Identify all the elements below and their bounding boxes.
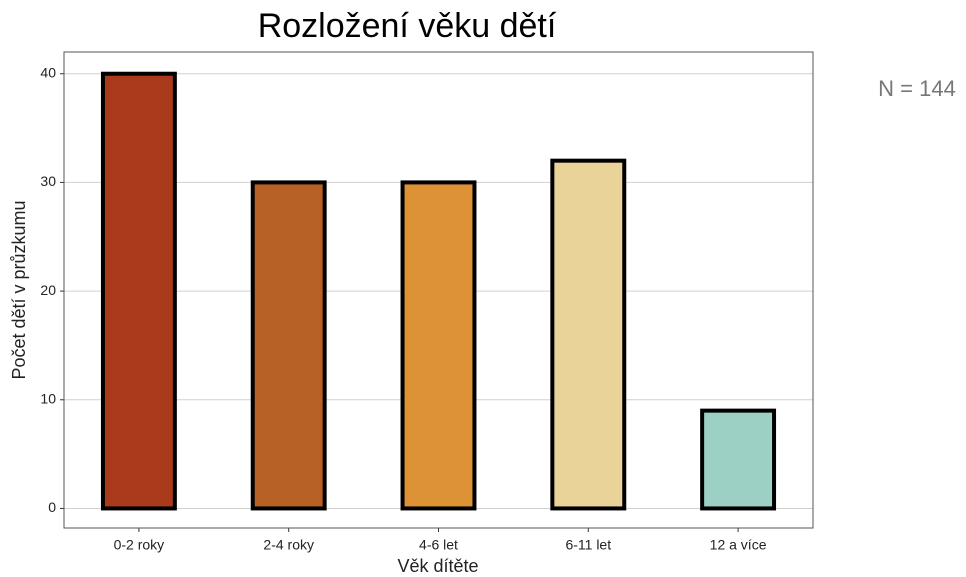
x-tick-label: 4-6 let: [419, 537, 458, 553]
x-tick-label: 12 a více: [710, 537, 767, 553]
bar: [400, 180, 477, 511]
bar: [100, 71, 177, 511]
bar: [550, 158, 627, 511]
y-tick-label: 10: [40, 390, 56, 406]
y-tick-label: 20: [40, 282, 56, 298]
chart-title: Rozložení věku dětí: [258, 7, 557, 45]
y-axis-label: Počet dětí v průzkumu: [9, 200, 29, 379]
x-tick-label: 6-11 let: [565, 537, 611, 553]
x-tick-label: 2-4 roky: [263, 537, 314, 553]
annotation: N = 144: [878, 76, 956, 101]
x-axis-label: Věk dítěte: [397, 556, 478, 576]
bar: [700, 408, 777, 511]
y-tick-label: 0: [48, 499, 56, 515]
y-tick-label: 30: [40, 173, 56, 189]
bar: [250, 180, 327, 511]
y-tick-label: 40: [40, 64, 56, 80]
x-tick-label: 0-2 roky: [114, 537, 165, 553]
plot-border: [63, 51, 814, 529]
